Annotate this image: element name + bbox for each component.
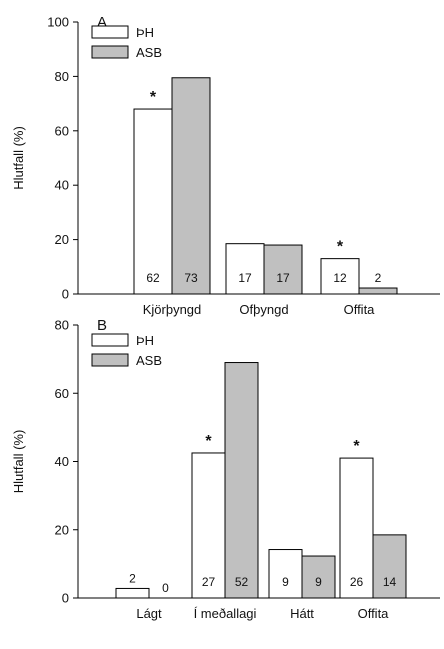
p0-category-label: Ofþyngd xyxy=(239,302,288,317)
p0-bar-data-label: 17 xyxy=(276,271,290,285)
p1-bar-data-label: 2 xyxy=(129,571,136,585)
p0-bar-asb xyxy=(358,287,398,295)
p0-bar-th xyxy=(133,108,173,295)
p1-category-label: Lágt xyxy=(136,606,162,621)
p1-significance-marker: * xyxy=(205,433,212,450)
p1-bar-asb xyxy=(372,534,407,599)
p1-bar-data-label: 14 xyxy=(383,575,397,589)
p1-bar-th xyxy=(339,457,374,599)
p1-legend-swatch xyxy=(91,333,129,347)
p1-bar-asb xyxy=(224,362,259,599)
p1-bar-data-label: 27 xyxy=(202,575,216,589)
p0-bar-data-label: 17 xyxy=(238,271,252,285)
p0-panel-label: A xyxy=(97,14,107,31)
p1-legend-swatch xyxy=(91,353,129,367)
p1-y-tick-label: 0 xyxy=(62,591,69,606)
p0-bar-th xyxy=(320,258,360,295)
p1-category-label: Í meðallagi xyxy=(194,606,257,621)
p1-significance-marker: * xyxy=(353,438,360,455)
p1-y-tick-label: 60 xyxy=(55,386,69,401)
p1-y-tick-label: 40 xyxy=(55,454,69,469)
p1-bar-data-label: 26 xyxy=(350,575,364,589)
p0-bar-data-label: 73 xyxy=(184,271,198,285)
p0-y-tick-label: 0 xyxy=(62,287,69,302)
p1-legend-label: ÞH xyxy=(136,333,154,348)
p0-bar-asb xyxy=(263,244,303,295)
p0-y-tick-label: 60 xyxy=(55,123,69,138)
p0-bar-th xyxy=(225,243,265,295)
p0-legend-swatch xyxy=(91,45,129,59)
p1-y-tick-label: 20 xyxy=(55,522,69,537)
p1-legend: ÞH ASB xyxy=(91,333,162,368)
p1-bar-th xyxy=(268,549,303,599)
p0-bar-asb xyxy=(171,77,211,295)
p0-y-tick-label: 100 xyxy=(47,15,69,30)
p0-legend-swatch xyxy=(91,25,129,39)
p1-category-label: Hátt xyxy=(290,606,314,621)
p0-significance-marker: * xyxy=(337,239,344,256)
p0-bar-data-label: 12 xyxy=(333,271,347,285)
p1-legend-label: ASB xyxy=(136,353,162,368)
p0-legend-label: ASB xyxy=(136,45,162,60)
p0-y-axis-title: Hlutfall (%) xyxy=(11,126,26,190)
p1-y-axis-title: Hlutfall (%) xyxy=(11,430,26,494)
p0-y-tick-label: 20 xyxy=(55,232,69,247)
p0-category-label: Offita xyxy=(344,302,376,317)
p1-y-tick-label: 80 xyxy=(55,318,69,333)
p0-y-tick-label: 80 xyxy=(55,69,69,84)
p1-bar-th xyxy=(115,587,150,599)
p1-panel-label: B xyxy=(97,317,107,334)
p0-legend-label: ÞH xyxy=(136,25,154,40)
p1-bar-data-label: 9 xyxy=(315,575,322,589)
p0-legend: ÞH ASB xyxy=(91,25,162,60)
p0-bar-data-label: 2 xyxy=(375,271,382,285)
panel-a: 0 20 40 60 80 100 Hlutfall (%) A 62 73 * Kjörþyngd 1… xyxy=(11,14,440,317)
p0-bar-data-label: 62 xyxy=(146,271,160,285)
p0-y-tick-label: 40 xyxy=(55,178,69,193)
p1-bar-data-label: 0 xyxy=(162,581,169,595)
p1-bar-data-label: 9 xyxy=(282,575,289,589)
p1-bar-data-label: 52 xyxy=(235,575,249,589)
p0-significance-marker: * xyxy=(150,89,157,106)
p1-category-label: Offita xyxy=(358,606,390,621)
p0-category-label: Kjörþyngd xyxy=(143,302,202,317)
p1-bar-asb xyxy=(301,555,336,599)
